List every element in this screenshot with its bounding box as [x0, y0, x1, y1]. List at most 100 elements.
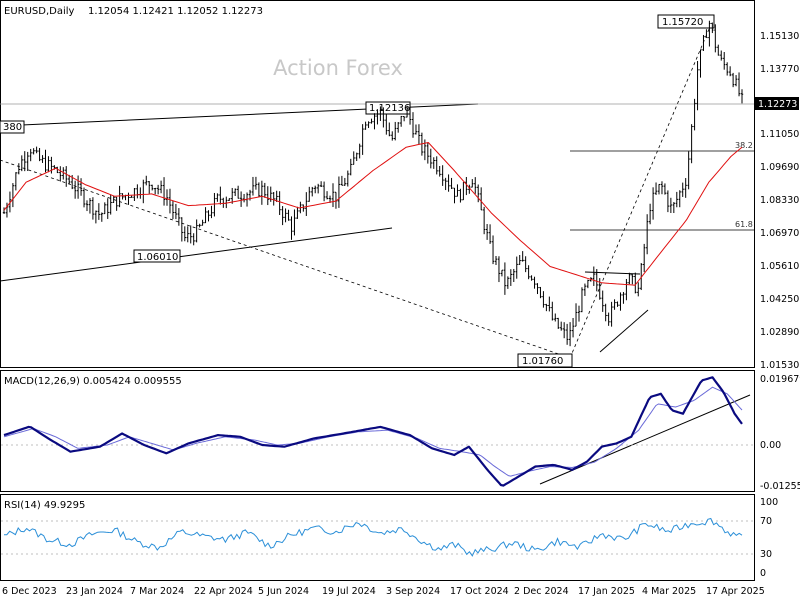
price-bar [171, 200, 175, 220]
price-bar [236, 185, 240, 199]
price-tick: 1.04250 [760, 294, 799, 305]
price-bar [693, 98, 696, 131]
price-bar [465, 176, 468, 196]
price-bar [554, 313, 557, 322]
price-bar [103, 202, 106, 215]
price-bar [720, 50, 723, 61]
price-bar [26, 151, 29, 172]
price-bar [373, 113, 376, 130]
price-bar [91, 197, 95, 220]
price-bar [68, 174, 71, 185]
high-annotation: 1.15720 [662, 17, 703, 28]
price-bar [376, 109, 379, 125]
price-bar [340, 175, 344, 186]
rsi-tick: 0 [760, 568, 766, 579]
price-bar [293, 209, 296, 236]
annotation-box [0, 120, 25, 134]
rsi-panel [0, 494, 755, 581]
price-bar [601, 290, 604, 312]
price-bar [708, 20, 711, 47]
price-bar [85, 200, 89, 212]
price-bar [497, 256, 501, 283]
price-bar [198, 223, 201, 228]
price-bar [622, 291, 625, 304]
price-bar [364, 121, 367, 130]
price-bar [506, 276, 510, 289]
price-bar [613, 299, 616, 310]
price-bar [548, 296, 551, 312]
price-bar [79, 178, 83, 196]
price-bar [426, 142, 430, 164]
price-bar [56, 166, 59, 174]
rally-dashed-line [569, 21, 713, 359]
price-bar [204, 207, 207, 224]
price-bar [228, 198, 231, 201]
price-bar [503, 262, 507, 295]
low-annotation: 1.01760 [522, 356, 563, 367]
rsi-title: RSI(14) 49.9295 [4, 500, 85, 511]
price-bar [2, 207, 6, 214]
price-bar [216, 193, 219, 202]
rsi-tick: 70 [760, 516, 772, 527]
price-bar [734, 75, 738, 87]
price-bar [562, 322, 566, 339]
price-bar [533, 276, 536, 289]
current-price-box [755, 97, 799, 110]
price-bar [731, 72, 735, 88]
price-bar [233, 188, 237, 197]
price-bar [459, 188, 462, 203]
price-bar [266, 186, 269, 206]
ohlc-values: 1.12054 1.12421 1.12052 1.12273 [88, 6, 263, 17]
price-bar [565, 323, 569, 345]
price-bar [663, 183, 667, 195]
price-bar [385, 114, 388, 135]
price-bar [740, 89, 744, 104]
price-bar [207, 210, 210, 222]
fib-38-label: 38.2 [735, 141, 753, 150]
price-bar [595, 269, 598, 292]
price-bar [394, 121, 397, 141]
series-layer [3, 142, 743, 557]
price-bar [447, 174, 450, 192]
price-bar [648, 203, 652, 225]
price-tick: 1.06970 [760, 228, 799, 239]
triangle-bottom-line [599, 309, 649, 353]
price-bar [337, 176, 341, 208]
price-bar [405, 105, 409, 118]
annotation-box [657, 14, 715, 29]
price-bar [361, 124, 364, 155]
price-bar [681, 182, 684, 197]
price-tick: 1.09690 [760, 162, 799, 173]
price-bar [488, 224, 492, 244]
price-bar [311, 186, 314, 197]
price-bar [305, 192, 308, 216]
price-bar [112, 195, 115, 204]
price-bar [396, 122, 400, 133]
price-bar [604, 303, 607, 322]
price-bar [666, 190, 670, 213]
price-bar [560, 321, 563, 331]
price-bar [319, 181, 323, 187]
price-bar [260, 180, 264, 205]
x-tick: 3 Sep 2024 [386, 586, 440, 597]
x-tick: 17 Apr 2025 [706, 586, 765, 597]
price-bar [728, 66, 732, 77]
price-bar [634, 272, 637, 294]
price-bar [705, 29, 708, 39]
price-bar [702, 35, 705, 51]
price-bar [450, 177, 453, 189]
price-bar [657, 183, 661, 195]
price-bar [684, 178, 687, 198]
price-bar [32, 148, 35, 155]
price-bar [88, 198, 92, 214]
price-bar [284, 208, 287, 223]
price-bar [231, 187, 234, 204]
price-bar [678, 190, 681, 208]
price-bar [38, 147, 41, 162]
fib-61-label: 61.8 [735, 220, 753, 229]
price-bar [41, 155, 44, 163]
x-tick: 4 Mar 2025 [642, 586, 696, 597]
x-tick: 2 Dec 2024 [514, 586, 569, 597]
price-bar [76, 175, 80, 199]
